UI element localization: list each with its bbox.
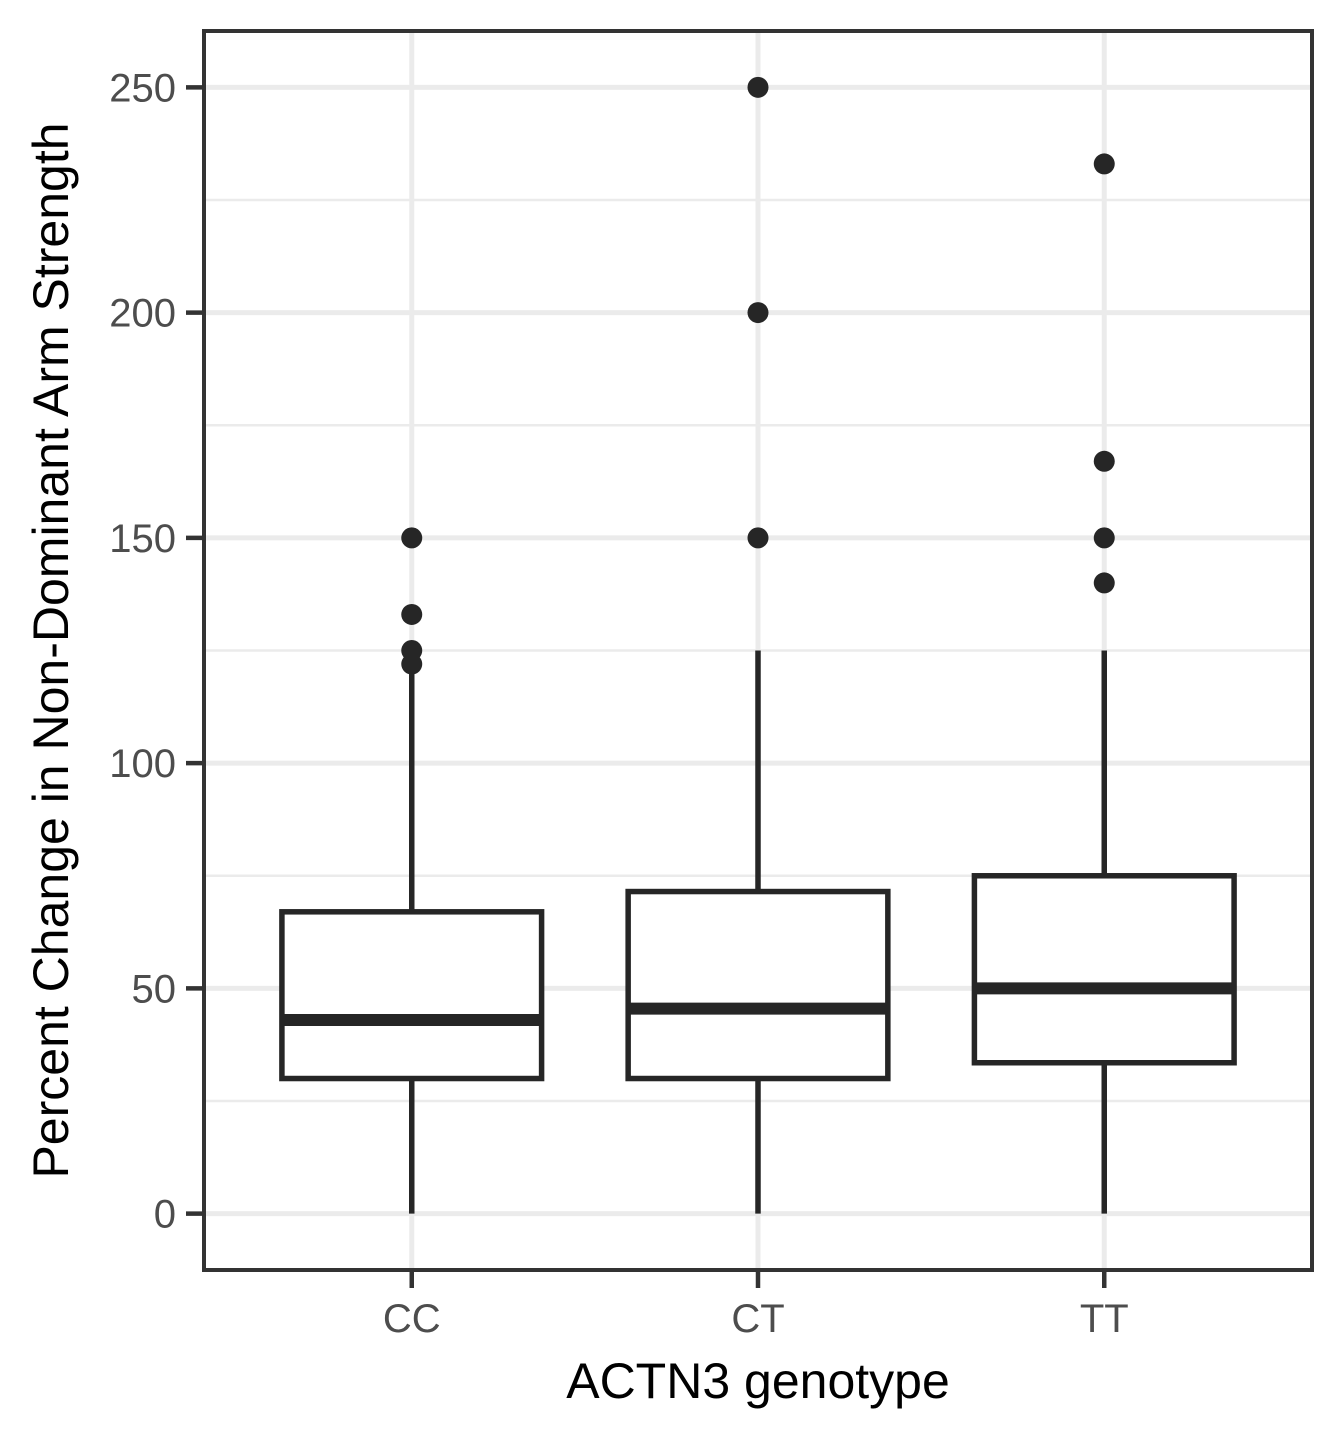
outlier-point: [747, 527, 769, 549]
y-tick-label: 50: [132, 967, 177, 1011]
box-iqr: [971, 873, 1237, 1066]
outlier-point: [1093, 450, 1115, 472]
outlier-point: [1093, 572, 1115, 594]
boxplot-TT: [971, 153, 1237, 1214]
x-axis-title: ACTN3 genotype: [566, 1353, 950, 1409]
y-tick-label: 0: [154, 1193, 176, 1237]
tick-label-layer: 0 50 100 150 200 250 CC CT TT: [109, 66, 1128, 1341]
y-tick-label: 200: [109, 292, 176, 336]
outlier-point: [401, 603, 423, 625]
boxplot-CT: [625, 76, 891, 1214]
y-tick-label: 250: [109, 66, 176, 110]
x-tick-label: CT: [731, 1297, 784, 1341]
outlier-point: [401, 640, 423, 661]
outlier-point: [1093, 527, 1115, 549]
boxplot-CC: [279, 527, 545, 1214]
box-layer: [279, 76, 1237, 1214]
y-axis-title: Percent Change in Non-Dominant Arm Stren…: [23, 122, 79, 1178]
outlier-point: [401, 527, 423, 549]
box-iqr: [279, 909, 545, 1082]
tick-layer: [186, 85, 1107, 1288]
box-iqr: [625, 888, 891, 1082]
y-tick-label: 150: [109, 517, 176, 561]
y-tick-label: 100: [109, 742, 176, 786]
outlier-point: [747, 302, 769, 324]
x-tick-label: CC: [383, 1297, 441, 1341]
outlier-point: [1093, 153, 1115, 175]
x-tick-label: TT: [1080, 1297, 1129, 1341]
outlier-point: [747, 76, 769, 98]
